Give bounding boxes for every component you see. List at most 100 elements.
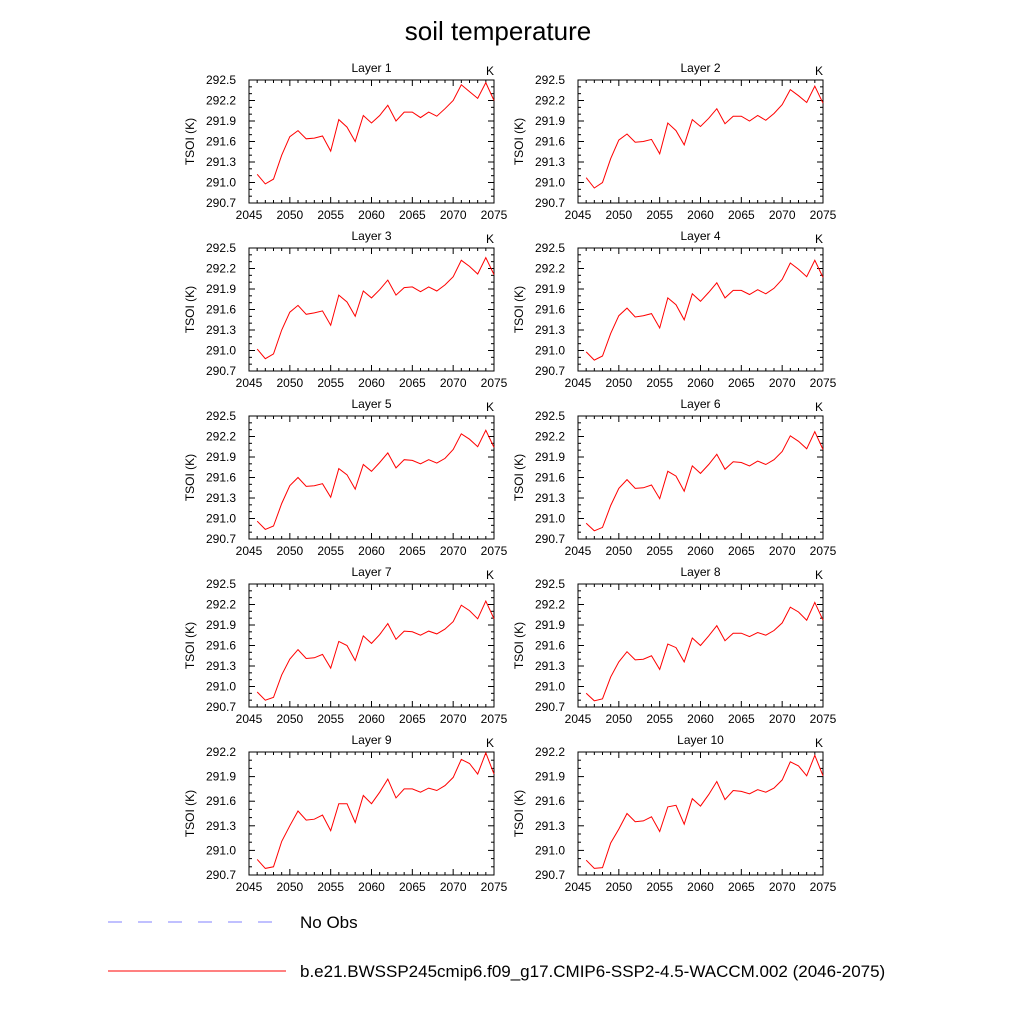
y-tick-label: 292.5: [535, 241, 565, 255]
panel-layer-8: Layer 8 K TSOI (K) 2045 2050 2055 2060 2065 2070…: [512, 565, 837, 726]
y-tick-label: 292.2: [206, 745, 236, 759]
panel-units: K: [815, 568, 823, 582]
y-tick-label: 290.7: [535, 364, 565, 378]
y-tick-label: 291.3: [206, 819, 236, 833]
y-tick-label: 290.7: [535, 868, 565, 882]
plot-frame: [248, 583, 495, 708]
x-tick-label: 2075: [810, 208, 837, 222]
x-tick-label: 2075: [481, 544, 508, 558]
series-line-1: [585, 84, 824, 189]
panel-title: Layer 7: [351, 565, 391, 579]
x-tick-label: 2060: [687, 712, 714, 726]
panel-units: K: [486, 568, 494, 582]
y-tick-label: 291.3: [535, 323, 565, 337]
x-tick-label: 2055: [317, 712, 344, 726]
y-tick-label: 291.9: [535, 770, 565, 784]
x-tick-label: 2075: [810, 712, 837, 726]
x-tick-label: 2055: [317, 880, 344, 894]
series-line-1: [256, 256, 495, 360]
x-tick-label: 2075: [810, 880, 837, 894]
panel-units: K: [815, 400, 823, 414]
series-line-1: [585, 259, 824, 361]
x-tick-label: 2060: [358, 376, 385, 390]
x-tick-label: 2060: [358, 208, 385, 222]
y-axis-label: TSOI (K): [512, 790, 526, 837]
y-tick-label: 292.5: [535, 409, 565, 423]
y-tick-label: 292.2: [535, 262, 565, 276]
panel-layer-6: Layer 6 K TSOI (K) 2045 2050 2055 2060 2065 2070…: [512, 397, 837, 558]
panel-title: Layer 6: [680, 397, 720, 411]
plot-frame: [577, 415, 824, 540]
y-tick-label: 291.9: [206, 114, 236, 128]
panel-units: K: [815, 736, 823, 750]
legend: No Obs b.e21.BWSSP245cmip6.f09_g17.CMIP6…: [108, 913, 885, 981]
series-line-1: [585, 753, 824, 869]
y-tick-label: 292.2: [206, 262, 236, 276]
x-tick-label: 2065: [399, 880, 426, 894]
y-tick-label: 291.3: [206, 659, 236, 673]
y-tick-label: 292.2: [535, 430, 565, 444]
y-axis-label: TSOI (K): [512, 622, 526, 669]
figure-title: soil temperature: [405, 16, 591, 46]
x-tick-label: 2050: [605, 544, 632, 558]
y-tick-label: 291.6: [206, 794, 236, 808]
x-tick-label: 2055: [646, 376, 673, 390]
panels-group: Layer 1 K TSOI (K) 2045 2050 2055 2060 2065 2070…: [183, 61, 837, 894]
panel-layer-1: Layer 1 K TSOI (K) 2045 2050 2055 2060 2065 2070…: [183, 61, 508, 222]
x-tick-label: 2060: [687, 208, 714, 222]
x-tick-label: 2050: [276, 712, 303, 726]
x-tick-label: 2065: [728, 544, 755, 558]
y-axis-label: TSOI (K): [183, 454, 197, 501]
y-tick-label: 292.2: [206, 430, 236, 444]
x-tick-label: 2075: [481, 880, 508, 894]
x-tick-label: 2045: [565, 712, 592, 726]
plot-frame: [248, 415, 495, 540]
y-tick-label: 291.0: [206, 680, 236, 694]
y-tick-label: 291.6: [535, 639, 565, 653]
legend-no-obs-label: No Obs: [300, 913, 358, 932]
y-tick-label: 292.5: [206, 409, 236, 423]
y-tick-label: 291.0: [535, 680, 565, 694]
panel-units: K: [486, 400, 494, 414]
y-axis-label: TSOI (K): [183, 118, 197, 165]
y-tick-label: 292.2: [535, 745, 565, 759]
panel-layer-3: Layer 3 K TSOI (K) 2045 2050 2055 2060 2065 2070…: [183, 229, 508, 390]
panel-title: Layer 5: [351, 397, 391, 411]
x-tick-label: 2065: [728, 208, 755, 222]
y-tick-label: 291.0: [535, 176, 565, 190]
y-tick-label: 292.2: [535, 598, 565, 612]
x-tick-label: 2075: [481, 208, 508, 222]
y-tick-label: 291.9: [206, 770, 236, 784]
panel-title: Layer 10: [677, 733, 724, 747]
x-tick-label: 2045: [565, 376, 592, 390]
y-tick-label: 291.6: [206, 471, 236, 485]
panel-units: K: [486, 232, 494, 246]
x-tick-label: 2045: [565, 880, 592, 894]
x-tick-label: 2060: [358, 544, 385, 558]
panel-units: K: [486, 736, 494, 750]
x-tick-label: 2055: [646, 544, 673, 558]
x-tick-label: 2050: [605, 880, 632, 894]
x-tick-label: 2055: [646, 880, 673, 894]
panel-layer-7: Layer 7 K TSOI (K) 2045 2050 2055 2060 2065 2070…: [183, 565, 508, 726]
panel-layer-10: Layer 10 K TSOI (K) 2045 2050 2055 2060 2065 207…: [512, 733, 837, 894]
x-tick-label: 2075: [481, 376, 508, 390]
y-tick-label: 291.9: [535, 114, 565, 128]
series-line-1: [256, 751, 495, 869]
y-tick-label: 291.3: [535, 491, 565, 505]
y-axis-label: TSOI (K): [512, 454, 526, 501]
y-tick-label: 292.2: [206, 598, 236, 612]
x-tick-label: 2065: [399, 544, 426, 558]
panel-units: K: [486, 64, 494, 78]
y-tick-label: 290.7: [535, 196, 565, 210]
x-tick-label: 2070: [440, 376, 467, 390]
series-line-1: [256, 429, 495, 530]
y-tick-label: 291.6: [535, 794, 565, 808]
x-tick-label: 2045: [236, 376, 263, 390]
x-tick-label: 2045: [565, 544, 592, 558]
y-axis-label: TSOI (K): [512, 286, 526, 333]
y-tick-label: 292.5: [535, 577, 565, 591]
series-line-1: [585, 430, 824, 532]
panel-title: Layer 3: [351, 229, 391, 243]
x-tick-label: 2070: [769, 712, 796, 726]
